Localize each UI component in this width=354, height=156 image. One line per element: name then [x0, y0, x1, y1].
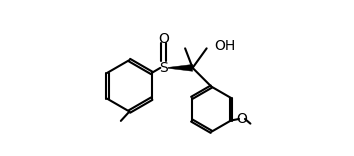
Polygon shape [168, 64, 193, 71]
Text: S: S [159, 61, 168, 75]
Text: O: O [158, 32, 169, 46]
Text: O: O [236, 112, 247, 126]
Text: OH: OH [214, 39, 235, 53]
